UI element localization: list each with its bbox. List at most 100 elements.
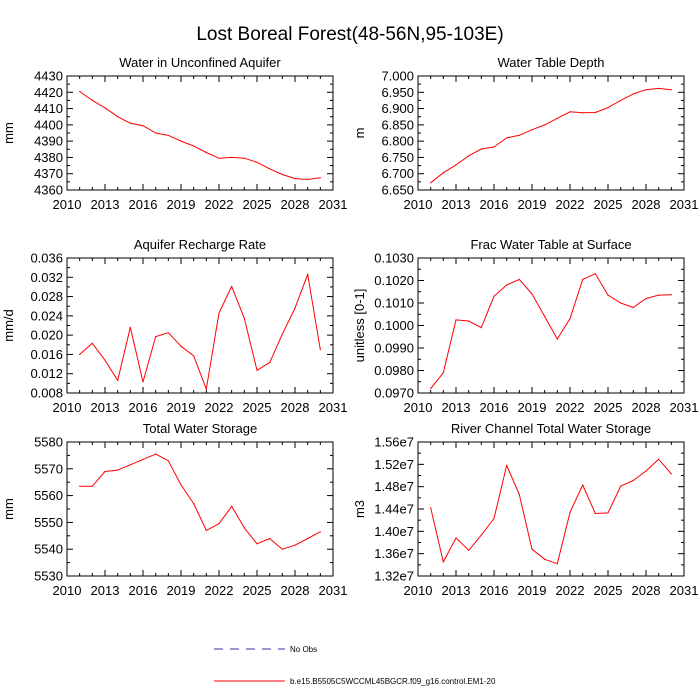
frac-water-table-at-surface-data-point xyxy=(480,327,482,329)
water-table-depth-data-point xyxy=(670,89,672,91)
river-channel-total-water-storage-data-point xyxy=(645,470,647,472)
total-water-storage-data-point xyxy=(180,484,182,486)
water-in-unconfined-aquifer-data-point xyxy=(142,125,144,127)
frac-water-table-at-surface-y-tick-label: 0.0980 xyxy=(374,363,414,378)
frac-water-table-at-surface-data-point xyxy=(430,387,432,390)
river-channel-total-water-storage-y-tick-label: 1.40e7 xyxy=(374,524,414,539)
water-in-unconfined-aquifer-panel: Water in Unconfined Aquifer mm 2010 2013 201… xyxy=(1,55,347,212)
river-channel-total-water-storage-y-tick-label: 1.48e7 xyxy=(374,479,414,494)
river-channel-total-water-storage-data-point xyxy=(455,537,457,539)
frac-water-table-at-surface-x-tick-label: 2031 xyxy=(670,400,699,415)
total-water-storage-data-point xyxy=(142,458,144,460)
total-water-storage-ylabel: mm xyxy=(1,498,16,520)
aquifer-recharge-rate-y-tick-label: 0.012 xyxy=(30,366,63,381)
water-table-depth-data-point xyxy=(556,117,558,119)
water-table-depth-data-point xyxy=(506,137,508,139)
water-table-depth-x-tick-label: 2016 xyxy=(480,197,509,212)
water-in-unconfined-aquifer-data-point xyxy=(319,177,321,179)
water-in-unconfined-aquifer-x-tick-label: 2013 xyxy=(91,197,120,212)
frac-water-table-at-surface-x-tick-label: 2028 xyxy=(632,400,661,415)
aquifer-recharge-rate-x-tick-label: 2016 xyxy=(129,400,158,415)
water-table-depth-data-point xyxy=(582,112,584,114)
total-water-storage-data-point xyxy=(155,453,157,455)
water-table-depth-y-tick-label: 7.000 xyxy=(381,69,414,84)
frac-water-table-at-surface-x-tick-label: 2010 xyxy=(404,400,433,415)
total-water-storage-plot-frame xyxy=(66,441,334,577)
water-in-unconfined-aquifer-y-tick-label: 4400 xyxy=(34,117,63,132)
aquifer-recharge-rate-y-tick-label: 0.024 xyxy=(30,308,63,323)
frac-water-table-at-surface-data-point xyxy=(442,372,444,374)
water-table-depth-y-tick-label: 6.800 xyxy=(381,134,414,149)
total-water-storage-data-point xyxy=(218,523,220,525)
water-table-depth-data-point xyxy=(468,155,470,157)
aquifer-recharge-rate-y-tick-label: 0.028 xyxy=(30,289,63,304)
river-channel-total-water-storage-x-tick-label: 2025 xyxy=(594,583,623,598)
water-in-unconfined-aquifer-data-point xyxy=(155,132,157,134)
aquifer-recharge-rate-data-point xyxy=(294,307,296,309)
aquifer-recharge-rate-data-point xyxy=(91,342,93,344)
river-channel-total-water-storage-data-point xyxy=(480,534,482,536)
water-table-depth-panel: Water Table Depth m 2010 2013 2016 2019 2022 20… xyxy=(352,55,698,212)
aquifer-recharge-rate-data-point xyxy=(231,285,233,287)
water-in-unconfined-aquifer-data-point xyxy=(91,99,93,101)
water-in-unconfined-aquifer-y-tick-label: 4410 xyxy=(34,101,63,116)
river-channel-total-water-storage-data-point xyxy=(556,563,558,565)
frac-water-table-at-surface-data-point xyxy=(544,315,546,318)
water-table-depth-ylabel: m xyxy=(352,128,367,139)
legend-model-label: b.e15.B5505C5WCCML45BGCR.f09_g16.control… xyxy=(290,677,496,686)
water-in-unconfined-aquifer-data-point xyxy=(294,178,296,180)
water-in-unconfined-aquifer-data-point xyxy=(205,151,207,154)
water-in-unconfined-aquifer-y-tick-label: 4370 xyxy=(34,166,63,181)
water-in-unconfined-aquifer-ylabel: mm xyxy=(1,122,16,144)
water-in-unconfined-aquifer-data-point xyxy=(79,90,81,93)
aquifer-recharge-rate-data-point xyxy=(104,359,106,361)
water-table-depth-data-point xyxy=(594,111,596,114)
aquifer-recharge-rate-x-tick-label: 2025 xyxy=(243,400,272,415)
river-channel-total-water-storage-y-tick-label: 1.32e7 xyxy=(374,569,414,584)
water-in-unconfined-aquifer-data-point xyxy=(281,173,283,176)
aquifer-recharge-rate-x-tick-label: 2031 xyxy=(319,400,348,415)
frac-water-table-at-surface-data-point xyxy=(594,273,596,275)
river-channel-total-water-storage-ylabel: m3 xyxy=(352,500,367,518)
total-water-storage-y-tick-label: 5570 xyxy=(34,461,63,476)
water-in-unconfined-aquifer-data-point xyxy=(129,122,131,124)
frac-water-table-at-surface-data-point xyxy=(556,338,558,340)
aquifer-recharge-rate-data-point xyxy=(256,369,258,371)
total-water-storage-data-point xyxy=(269,537,271,540)
total-water-storage-data-point xyxy=(319,531,321,533)
total-water-storage-data-point xyxy=(104,470,106,473)
frac-water-table-at-surface-y-tick-label: 0.0990 xyxy=(374,341,414,356)
river-channel-total-water-storage-y-tick-label: 1.44e7 xyxy=(374,502,414,517)
frac-water-table-at-surface-data-point xyxy=(658,294,660,296)
frac-water-table-at-surface-data-point xyxy=(645,297,647,300)
aquifer-recharge-rate-data-point xyxy=(129,326,131,328)
aquifer-recharge-rate-y-tick-label: 0.032 xyxy=(30,270,63,285)
water-table-depth-x-tick-label: 2028 xyxy=(632,197,661,212)
water-in-unconfined-aquifer-data-point xyxy=(193,145,195,147)
aquifer-recharge-rate-data-point xyxy=(281,333,283,335)
total-water-storage-x-tick-label: 2016 xyxy=(129,583,158,598)
water-in-unconfined-aquifer-data-point xyxy=(117,116,119,118)
aquifer-recharge-rate-y-tick-label: 0.036 xyxy=(30,251,63,266)
water-table-depth-title: Water Table Depth xyxy=(498,55,605,70)
aquifer-recharge-rate-data-point xyxy=(307,273,309,275)
aquifer-recharge-rate-x-tick-label: 2028 xyxy=(281,400,310,415)
river-channel-total-water-storage-data-point xyxy=(531,548,533,550)
river-channel-total-water-storage-data-point xyxy=(442,561,444,563)
water-in-unconfined-aquifer-data-point xyxy=(104,107,106,109)
total-water-storage-data-point xyxy=(193,503,195,505)
river-channel-total-water-storage-x-tick-label: 2031 xyxy=(670,583,699,598)
river-channel-total-water-storage-title: River Channel Total Water Storage xyxy=(451,421,651,436)
total-water-storage-data-point xyxy=(231,505,233,507)
figure-title: Lost Boreal Forest(48-56N,95-103E) xyxy=(196,24,503,45)
aquifer-recharge-rate-x-tick-label: 2010 xyxy=(53,400,82,415)
frac-water-table-at-surface-data-point xyxy=(468,320,470,322)
frac-water-table-at-surface-data-point xyxy=(531,293,533,295)
river-channel-total-water-storage-data-point xyxy=(468,549,470,551)
river-channel-total-water-storage-x-tick-label: 2013 xyxy=(442,583,471,598)
aquifer-recharge-rate-ylabel: mm/d xyxy=(1,309,16,342)
total-water-storage-y-tick-label: 5560 xyxy=(34,488,63,503)
frac-water-table-at-surface-data-point xyxy=(518,278,520,280)
aquifer-recharge-rate-data-point xyxy=(243,317,245,319)
